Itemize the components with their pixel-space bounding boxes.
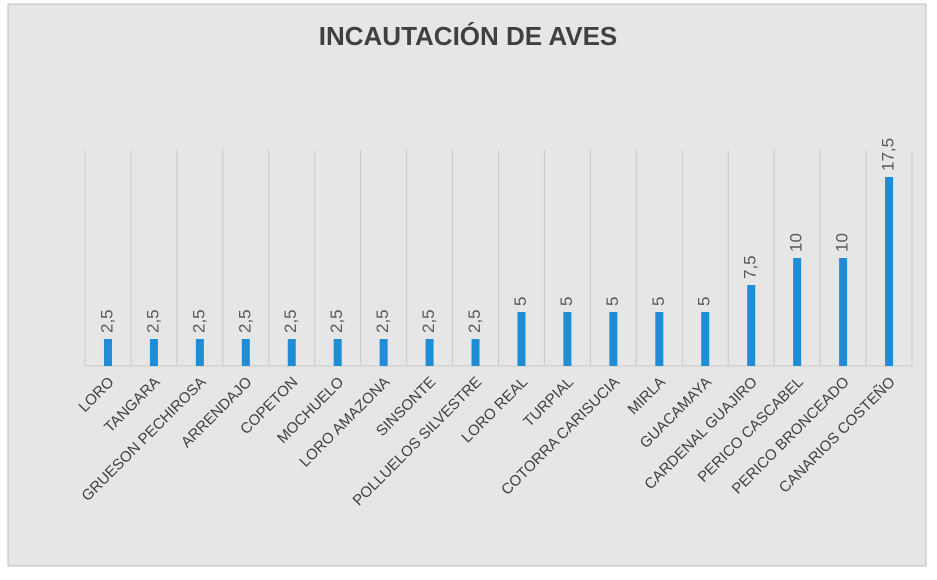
bar xyxy=(103,339,112,366)
data-label: 2,5 xyxy=(465,309,484,333)
data-label: 2,5 xyxy=(419,309,438,333)
data-label: 5 xyxy=(557,297,576,306)
bar xyxy=(149,339,158,366)
bar xyxy=(885,177,894,366)
bar xyxy=(701,312,710,366)
data-label: 2,5 xyxy=(327,309,346,333)
data-label: 2,5 xyxy=(143,309,162,333)
data-label: 2,5 xyxy=(281,309,300,333)
bar xyxy=(517,312,526,366)
data-label: 10 xyxy=(833,233,852,252)
bar xyxy=(379,339,388,366)
bar xyxy=(195,339,204,366)
data-label: 17,5 xyxy=(879,138,898,171)
bar xyxy=(333,339,342,366)
bar xyxy=(609,312,618,366)
data-label: 2,5 xyxy=(235,309,254,333)
data-label: 5 xyxy=(603,297,622,306)
data-label: 2,5 xyxy=(373,309,392,333)
data-label: 5 xyxy=(649,297,668,306)
bar xyxy=(655,312,664,366)
data-label: 5 xyxy=(695,297,714,306)
data-label: 2,5 xyxy=(189,309,208,333)
chart-title: INCAUTACIÓN DE AVES xyxy=(319,21,618,51)
bar xyxy=(287,339,296,366)
bar xyxy=(747,285,756,366)
bar xyxy=(425,339,434,366)
data-label: 7,5 xyxy=(741,255,760,279)
bar xyxy=(793,258,802,366)
bar xyxy=(839,258,848,366)
chart-background xyxy=(7,3,927,567)
data-label: 5 xyxy=(511,297,530,306)
bar xyxy=(471,339,480,366)
bar xyxy=(241,339,250,366)
data-label: 10 xyxy=(787,233,806,252)
data-label: 2,5 xyxy=(97,309,116,333)
bar xyxy=(563,312,572,366)
